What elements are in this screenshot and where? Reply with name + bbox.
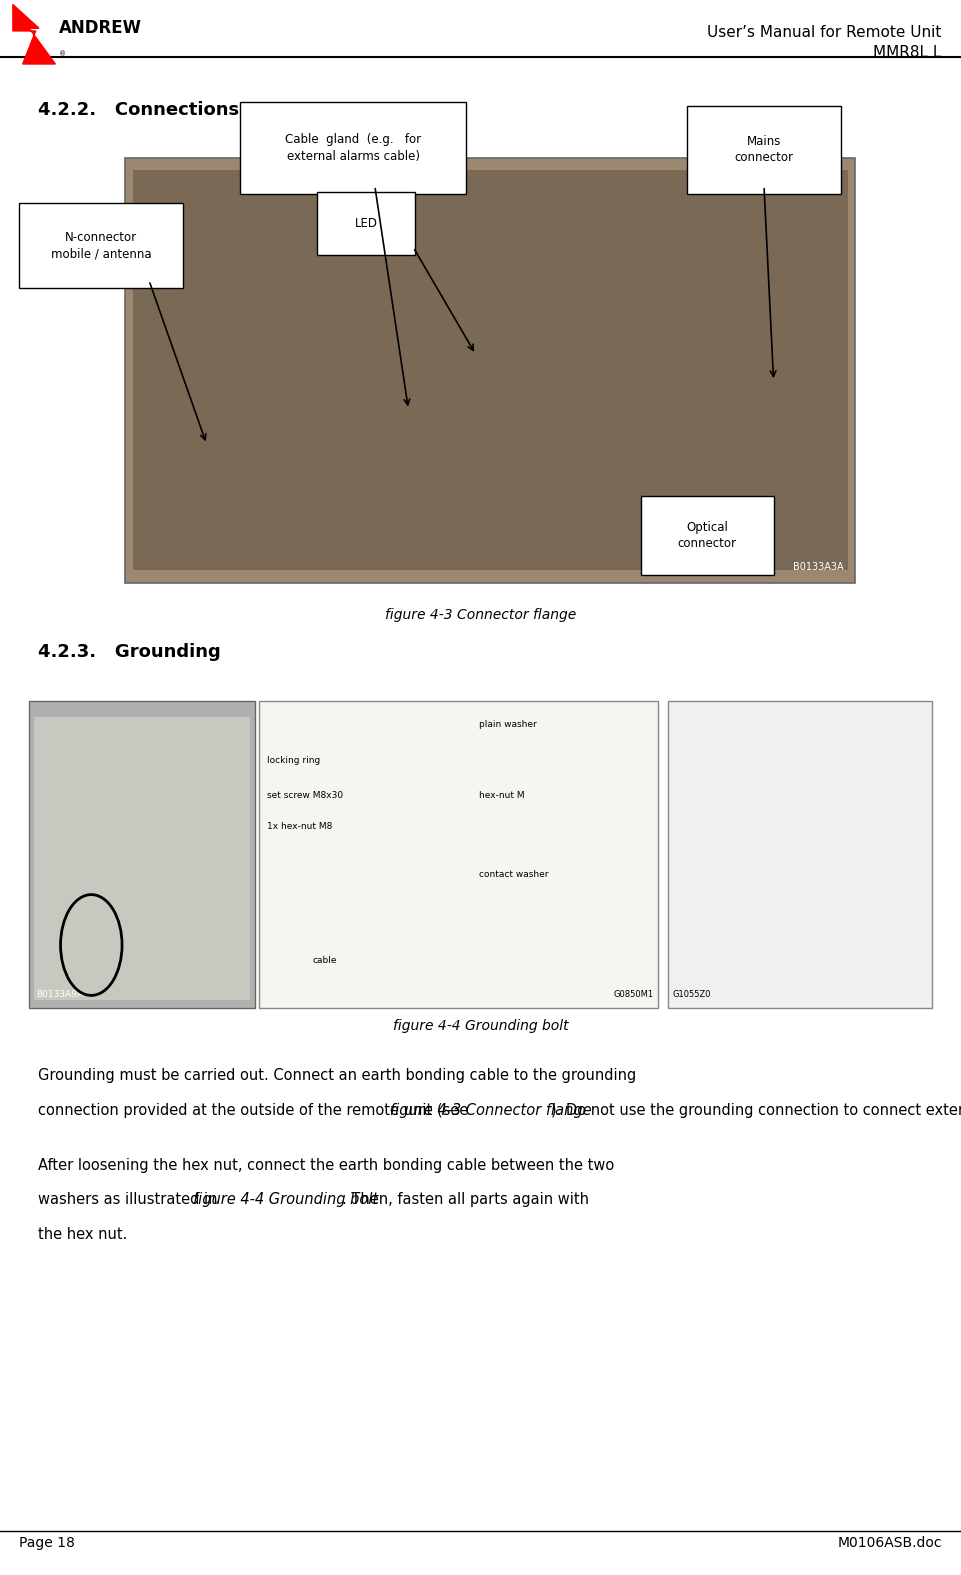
Text: ®: ®	[59, 52, 65, 57]
FancyBboxPatch shape	[19, 203, 183, 288]
Text: B0133A3A: B0133A3A	[793, 562, 844, 572]
FancyBboxPatch shape	[34, 717, 250, 1000]
Text: figure 4-3 Connector flange: figure 4-3 Connector flange	[384, 608, 577, 622]
Text: Mains
connector: Mains connector	[734, 135, 794, 164]
Text: figure 4-4 Grounding bolt: figure 4-4 Grounding bolt	[393, 1019, 568, 1033]
FancyBboxPatch shape	[240, 102, 466, 194]
Text: Page 18: Page 18	[19, 1536, 75, 1550]
Text: the hex nut.: the hex nut.	[38, 1227, 128, 1243]
Text: washers as illustrated in: washers as illustrated in	[38, 1192, 223, 1208]
Text: G0850M1: G0850M1	[613, 989, 653, 999]
Text: cable: cable	[312, 956, 336, 965]
Text: hex-nut M: hex-nut M	[479, 791, 525, 800]
Text: ). Do not use the grounding connection to connect external devices.: ). Do not use the grounding connection t…	[551, 1102, 961, 1118]
Text: After loosening the hex nut, connect the earth bonding cable between the two: After loosening the hex nut, connect the…	[38, 1158, 615, 1173]
Text: 1x hex-nut M8: 1x hex-nut M8	[267, 822, 333, 832]
FancyBboxPatch shape	[259, 701, 658, 1008]
Text: G1055Z0: G1055Z0	[673, 989, 711, 999]
FancyBboxPatch shape	[29, 701, 255, 1008]
Text: connection provided at the outside of the remote unit (see: connection provided at the outside of th…	[38, 1102, 474, 1118]
Text: . Then, fasten all parts again with: . Then, fasten all parts again with	[342, 1192, 589, 1208]
Text: B0133A9A: B0133A9A	[37, 989, 84, 999]
Text: Grounding must be carried out. Connect an earth bonding cable to the grounding: Grounding must be carried out. Connect a…	[38, 1068, 637, 1084]
Text: 4.2.3.   Grounding: 4.2.3. Grounding	[38, 643, 221, 660]
Text: figure 4-4 Grounding bolt: figure 4-4 Grounding bolt	[193, 1192, 379, 1208]
FancyBboxPatch shape	[641, 496, 774, 575]
Text: Cable  gland  (e.g.   for
external alarms cable): Cable gland (e.g. for external alarms ca…	[285, 134, 421, 162]
Polygon shape	[12, 5, 56, 65]
Text: M0106ASB.doc: M0106ASB.doc	[837, 1536, 942, 1550]
FancyBboxPatch shape	[125, 158, 855, 583]
FancyBboxPatch shape	[317, 192, 415, 255]
Text: plain washer: plain washer	[479, 720, 536, 729]
FancyBboxPatch shape	[668, 701, 932, 1008]
Text: contact washer: contact washer	[479, 869, 549, 879]
Text: User’s Manual for Remote Unit
MMR8L L: User’s Manual for Remote Unit MMR8L L	[707, 25, 942, 60]
Text: LED: LED	[355, 217, 378, 230]
FancyBboxPatch shape	[133, 170, 848, 570]
Text: figure 4-3 Connector flange: figure 4-3 Connector flange	[390, 1102, 592, 1118]
Text: set screw M8x30: set screw M8x30	[267, 791, 343, 800]
Text: ANDREW: ANDREW	[59, 19, 141, 38]
Text: 4.2.2.   Connections: 4.2.2. Connections	[38, 101, 239, 118]
FancyBboxPatch shape	[687, 106, 841, 194]
Text: N-connector
mobile / antenna: N-connector mobile / antenna	[51, 232, 151, 260]
Text: locking ring: locking ring	[267, 756, 320, 765]
Text: Optical
connector: Optical connector	[678, 521, 737, 550]
